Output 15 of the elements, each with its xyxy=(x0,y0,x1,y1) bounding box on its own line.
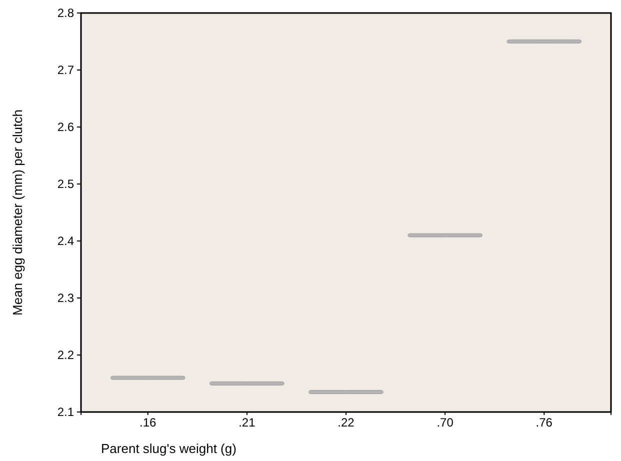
y-tick-label: 2.1 xyxy=(57,404,74,419)
x-axis-title: Parent slug's weight (g) xyxy=(101,441,236,456)
y-tick-label: 2.8 xyxy=(57,6,74,20)
y-tick-label: 2.4 xyxy=(57,234,74,248)
x-tick-label: .21 xyxy=(238,416,256,430)
y-tick-label: 2.7 xyxy=(57,62,74,77)
x-tick-label: .76 xyxy=(536,416,553,430)
y-tick-label: 2.6 xyxy=(57,120,74,134)
y-tick-label: 2.2 xyxy=(57,348,74,362)
y-axis-title: Mean egg diameter (mm) per clutch xyxy=(10,110,25,316)
y-tick-label: 2.3 xyxy=(57,290,74,305)
x-tick-label: .22 xyxy=(338,416,355,430)
x-tick-label: .70 xyxy=(436,416,454,430)
x-tick-label: .16 xyxy=(140,416,157,430)
y-tick-label: 2.5 xyxy=(57,176,74,191)
